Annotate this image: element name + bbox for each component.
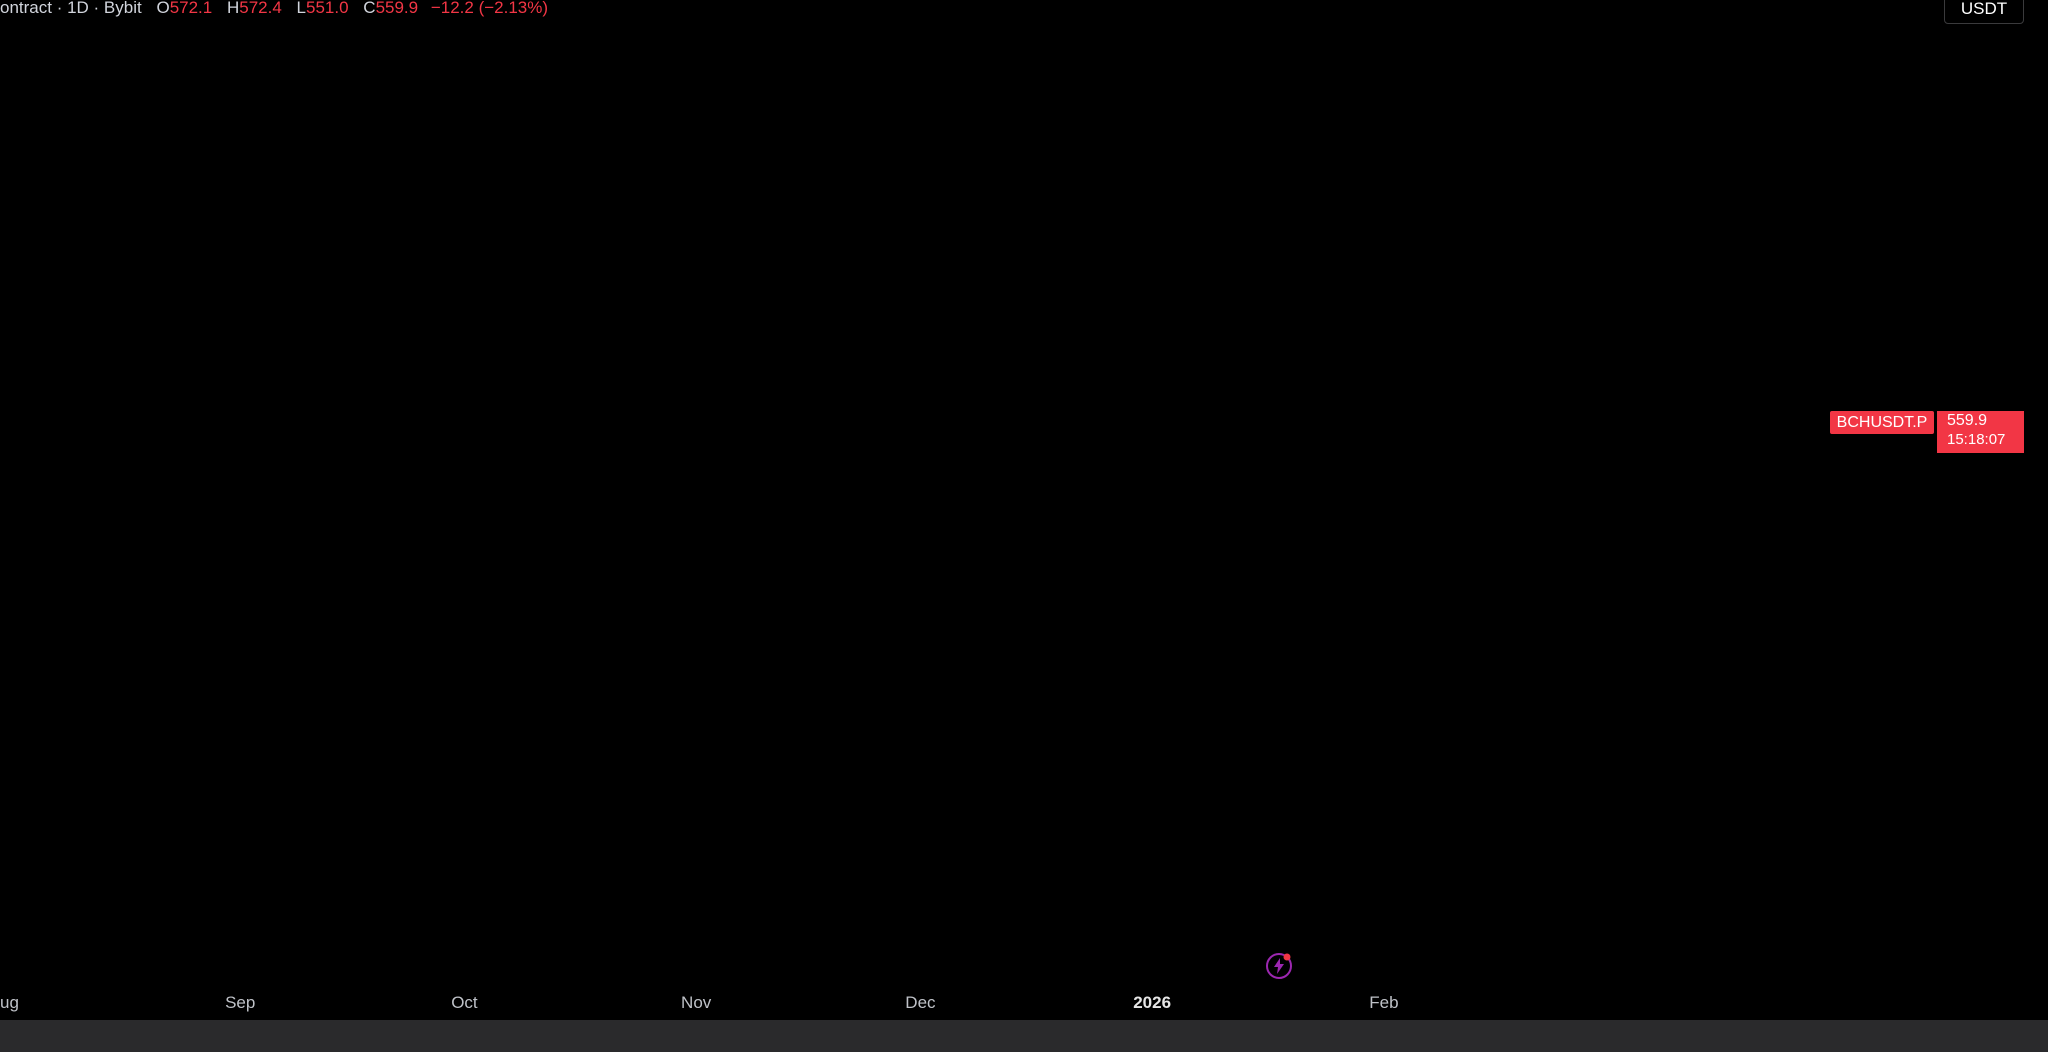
symbol-fragment: ontract · 1D · Bybit [0,0,142,17]
x-tick-label: Feb [1369,993,1399,1012]
x-tick-label: Nov [681,993,712,1012]
low-label: L [296,0,306,17]
symbol-tag: BCHUSDT.P [1830,411,1934,434]
price-axis[interactable] [1936,0,2048,1020]
open-label: O [156,0,170,17]
last-price-tag: 559.9 15:18:07 [1937,411,2024,453]
x-tick-label: Sep [225,993,256,1012]
x-tick-label: Dec [905,993,936,1012]
countdown-timer: 15:18:07 [1947,431,2006,448]
low-value: 551.0 [306,0,349,17]
high-label: H [226,0,240,17]
x-tick-label: ug [0,993,19,1012]
high-value: 572.4 [239,0,282,17]
x-tick-label: Oct [451,993,478,1012]
price-chart[interactable] [0,0,1936,1020]
close-value: 559.9 [375,0,419,17]
change-value: −12.2 (−2.13%) [430,0,549,17]
x-tick-label: 2026 [1133,993,1172,1012]
open-value: 572.1 [169,0,213,17]
bolt-icon[interactable] [1265,952,1293,980]
close-label: C [363,0,376,17]
currency-unit-button[interactable]: USDT [1944,0,2024,24]
ohlc-legend: ontract · 1D · Bybit O572.1 H572.4 L551.… [0,0,548,20]
bottom-bar [0,1020,2048,1052]
last-price: 559.9 [1947,412,1988,429]
